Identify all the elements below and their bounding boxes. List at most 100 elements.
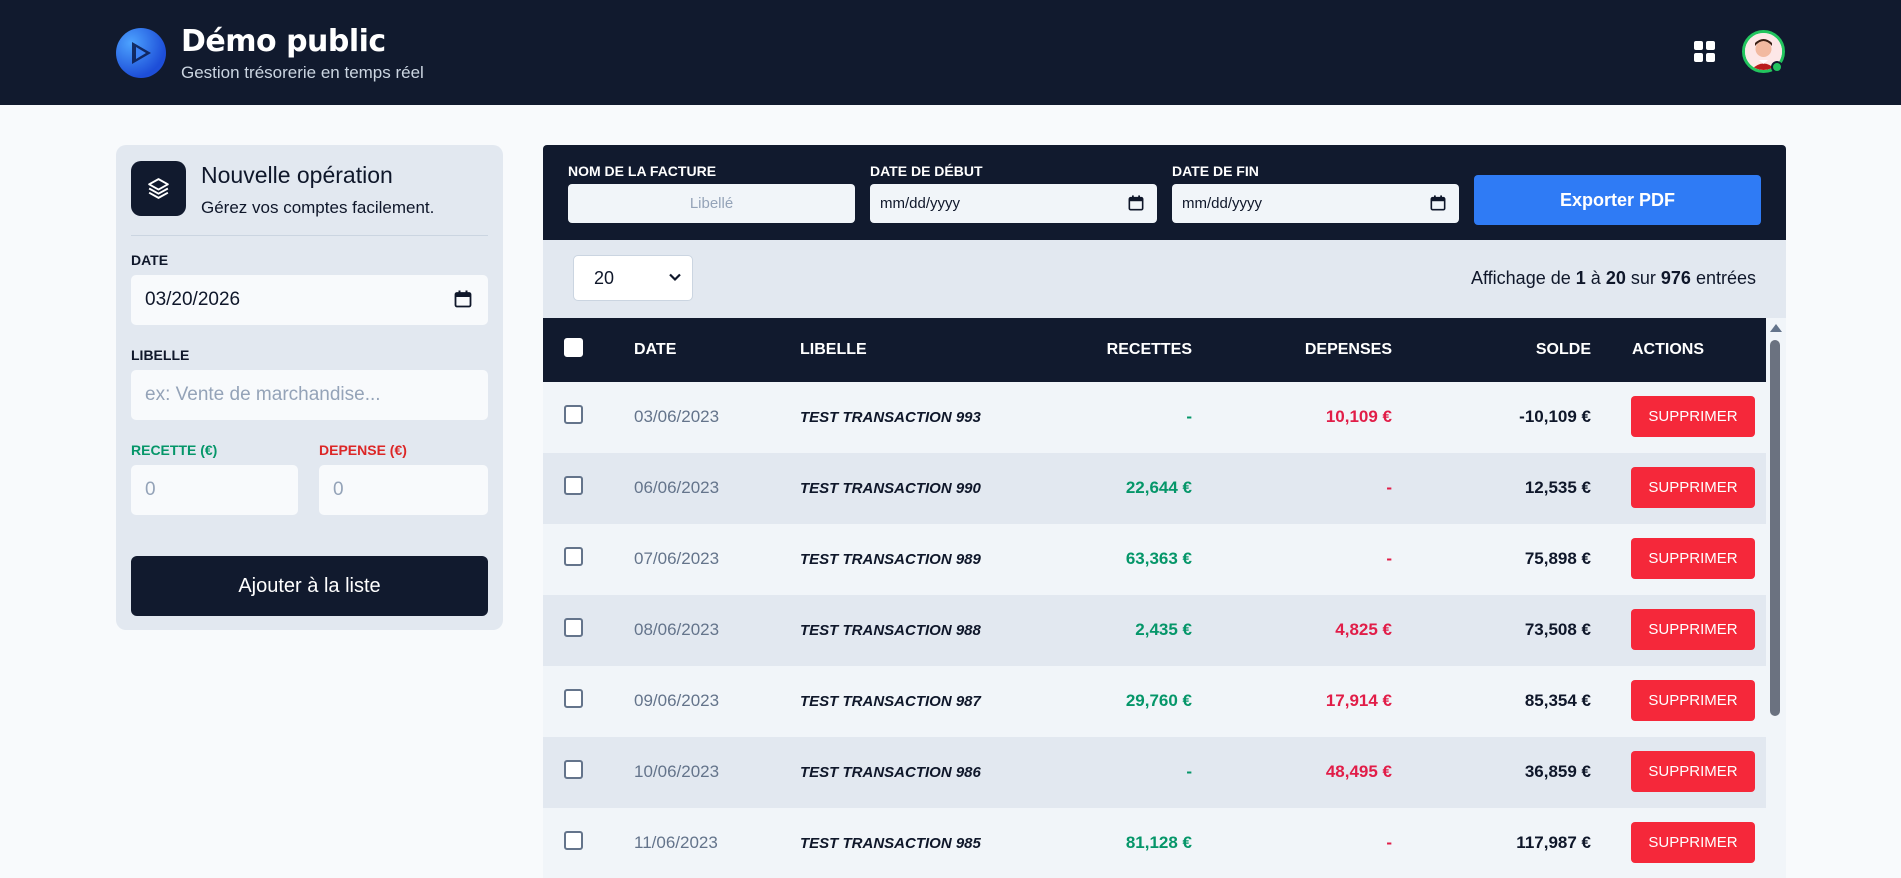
column-actions: ACTIONS [1632, 341, 1704, 358]
end-date-label: DATE DE FIN [1172, 163, 1259, 179]
row-checkbox[interactable] [564, 831, 583, 850]
card-title: Nouvelle opération [201, 162, 393, 188]
delete-button[interactable]: SUPPRIMER [1631, 538, 1755, 579]
row-solde: 36,859 € [1524, 762, 1591, 781]
row-recette: 2,435 € [1135, 620, 1192, 639]
online-status-indicator [1771, 61, 1783, 73]
delete-button[interactable]: SUPPRIMER [1631, 467, 1755, 508]
export-pdf-button[interactable]: Exporter PDF [1474, 175, 1761, 225]
start-date-input[interactable]: mm/dd/yyyy [870, 184, 1157, 223]
app-logo-icon[interactable] [116, 28, 166, 78]
filter-bar: NOM DE LA FACTURE Libellé DATE DE DÉBUT … [543, 145, 1786, 240]
invoice-filter-input[interactable]: Libellé [568, 184, 855, 223]
depense-input[interactable]: 0 [319, 465, 488, 515]
row-date: 09/06/2023 [634, 691, 720, 710]
card-subtitle: Gérez vos comptes facilement. [201, 198, 435, 217]
row-libelle: TEST TRANSACTION 988 [800, 622, 981, 639]
row-libelle: TEST TRANSACTION 990 [800, 480, 981, 497]
column-recettes[interactable]: RECETTES [1106, 341, 1192, 358]
calendar-icon[interactable] [1430, 195, 1446, 211]
row-depense: - [1386, 833, 1392, 852]
column-depenses[interactable]: DEPENSES [1304, 341, 1392, 358]
calendar-icon[interactable] [454, 290, 472, 308]
row-solde: 73,508 € [1524, 620, 1591, 639]
row-date: 08/06/2023 [634, 620, 720, 639]
row-solde: 117,987 € [1516, 833, 1591, 852]
row-checkbox[interactable] [564, 476, 583, 495]
row-checkbox[interactable] [564, 760, 583, 779]
column-solde[interactable]: SOLDE [1535, 341, 1591, 358]
scrollbar-thumb[interactable] [1770, 340, 1780, 716]
row-recette: 63,363 € [1125, 549, 1192, 568]
new-operation-card: Nouvelle opération Gérez vos comptes fac… [116, 145, 503, 630]
table-body: 03/06/2023 TEST TRANSACTION 993 - 10,109… [543, 382, 1766, 878]
row-depense: 17,914 € [1325, 691, 1392, 710]
row-date: 06/06/2023 [634, 478, 720, 497]
table-row: 07/06/2023 TEST TRANSACTION 989 63,363 €… [543, 524, 1766, 595]
row-date: 07/06/2023 [634, 549, 720, 568]
row-recette: 29,760 € [1125, 691, 1192, 710]
row-libelle: TEST TRANSACTION 989 [800, 551, 981, 568]
delete-button[interactable]: SUPPRIMER [1631, 680, 1755, 721]
row-solde: 12,535 € [1524, 478, 1591, 497]
recette-label: RECETTE (€) [131, 442, 218, 458]
divider [131, 235, 488, 236]
end-date-input[interactable]: mm/dd/yyyy [1172, 184, 1459, 223]
row-checkbox[interactable] [564, 547, 583, 566]
invoice-filter-label: NOM DE LA FACTURE [568, 163, 717, 179]
libelle-input[interactable]: ex: Vente de marchandise... [131, 370, 488, 420]
page-size-select[interactable]: 20 [573, 255, 693, 301]
row-libelle: TEST TRANSACTION 985 [800, 835, 981, 852]
row-libelle: TEST TRANSACTION 993 [800, 409, 981, 426]
add-to-list-button[interactable]: Ajouter à la liste [131, 556, 488, 616]
recette-input[interactable]: 0 [131, 465, 298, 515]
row-depense: - [1386, 478, 1392, 497]
chevron-down-icon [669, 273, 681, 282]
start-date-label: DATE DE DÉBUT [870, 163, 983, 179]
column-libelle[interactable]: LIBELLE [800, 341, 867, 358]
table-row: 03/06/2023 TEST TRANSACTION 993 - 10,109… [543, 382, 1766, 453]
top-bar: Démo public Gestion trésorerie en temps … [0, 0, 1901, 105]
table-row: 08/06/2023 TEST TRANSACTION 988 2,435 € … [543, 595, 1766, 666]
row-date: 10/06/2023 [634, 762, 720, 781]
table-row: 06/06/2023 TEST TRANSACTION 990 22,644 €… [543, 453, 1766, 524]
delete-button[interactable]: SUPPRIMER [1631, 751, 1755, 792]
row-checkbox[interactable] [564, 618, 583, 637]
scroll-up-arrow-icon[interactable] [1770, 324, 1782, 332]
start-date-placeholder: mm/dd/yyyy [880, 195, 961, 212]
row-checkbox[interactable] [564, 689, 583, 708]
listing-toolbar: 20 Affichage de 1 à 20 sur 976 entrées [543, 240, 1786, 318]
invoice-filter-placeholder: Libellé [689, 195, 734, 212]
table-row: 10/06/2023 TEST TRANSACTION 986 - 48,495… [543, 737, 1766, 808]
recette-placeholder: 0 [145, 479, 156, 500]
row-solde: 75,898 € [1524, 549, 1591, 568]
date-input[interactable]: 03/20/2026 [131, 275, 488, 325]
calendar-icon[interactable] [1128, 195, 1144, 211]
layers-icon [131, 161, 186, 216]
row-depense: 10,109 € [1325, 407, 1392, 426]
avatar[interactable] [1742, 30, 1785, 73]
depense-label: DEPENSE (€) [319, 442, 407, 458]
delete-button[interactable]: SUPPRIMER [1631, 822, 1755, 863]
table-row: 11/06/2023 TEST TRANSACTION 985 81,128 €… [543, 808, 1766, 878]
row-recette: 22,644 € [1125, 478, 1192, 497]
libelle-placeholder: ex: Vente de marchandise... [145, 384, 381, 405]
column-date[interactable]: DATE [634, 341, 677, 358]
table-header: DATE LIBELLE RECETTES DEPENSES SOLDE ACT… [543, 318, 1766, 382]
delete-button[interactable]: SUPPRIMER [1631, 609, 1755, 650]
row-solde: -10,109 € [1519, 407, 1591, 426]
row-solde: 85,354 € [1524, 691, 1591, 710]
end-date-placeholder: mm/dd/yyyy [1182, 195, 1263, 212]
select-all-checkbox[interactable] [564, 338, 583, 357]
delete-button[interactable]: SUPPRIMER [1631, 396, 1755, 437]
libelle-label: LIBELLE [131, 347, 190, 363]
depense-placeholder: 0 [333, 479, 344, 500]
apps-grid-icon[interactable] [1694, 41, 1716, 63]
date-label: DATE [131, 252, 169, 268]
entries-summary: Affichage de 1 à 20 sur 976 entrées [1470, 268, 1756, 288]
row-libelle: TEST TRANSACTION 987 [800, 693, 981, 710]
row-checkbox[interactable] [564, 405, 583, 424]
row-depense: 4,825 € [1335, 620, 1392, 639]
row-depense: 48,495 € [1325, 762, 1392, 781]
row-recette: - [1186, 762, 1192, 781]
